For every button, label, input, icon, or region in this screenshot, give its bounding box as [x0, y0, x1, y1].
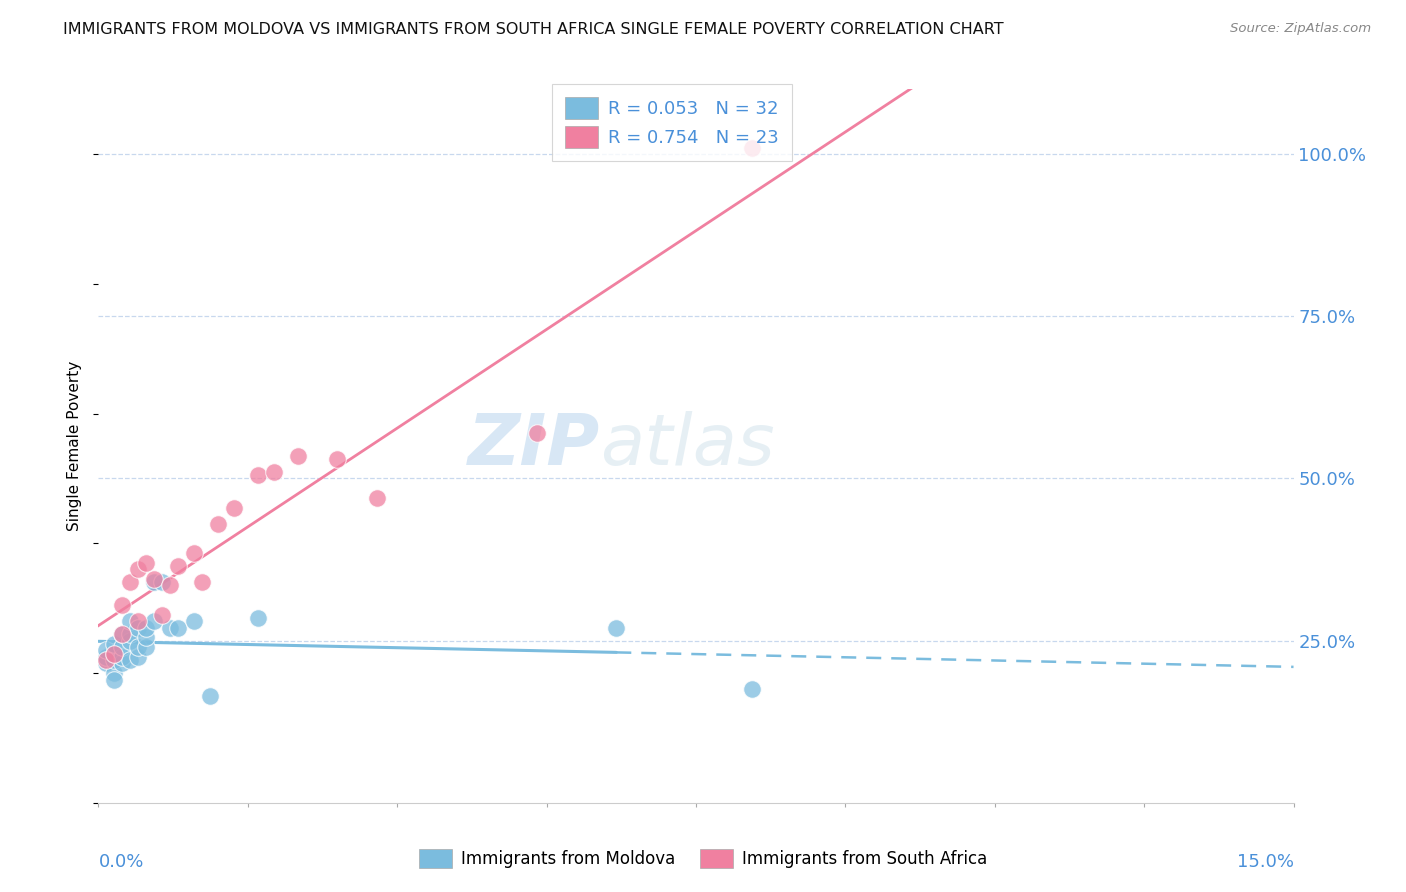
Point — [103, 647, 125, 661]
Point — [366, 491, 388, 505]
Point — [191, 575, 214, 590]
Text: IMMIGRANTS FROM MOLDOVA VS IMMIGRANTS FROM SOUTH AFRICA SINGLE FEMALE POVERTY CO: IMMIGRANTS FROM MOLDOVA VS IMMIGRANTS FR… — [63, 22, 1004, 37]
Point — [111, 657, 134, 671]
Point — [183, 546, 205, 560]
Point — [103, 653, 125, 667]
Point — [741, 682, 763, 697]
Legend: R = 0.053   N = 32, R = 0.754   N = 23: R = 0.053 N = 32, R = 0.754 N = 23 — [553, 84, 792, 161]
Point — [150, 607, 173, 622]
Point — [120, 614, 142, 628]
Point — [167, 559, 190, 574]
Point — [96, 653, 118, 667]
Point — [120, 653, 142, 667]
Point — [167, 621, 190, 635]
Point — [96, 657, 118, 671]
Point — [183, 614, 205, 628]
Point — [287, 449, 309, 463]
Text: Source: ZipAtlas.com: Source: ZipAtlas.com — [1230, 22, 1371, 36]
Point — [127, 562, 149, 576]
Point — [127, 640, 149, 654]
Point — [263, 465, 285, 479]
Point — [741, 140, 763, 154]
Point — [198, 689, 221, 703]
Point — [159, 621, 181, 635]
Text: 0.0%: 0.0% — [98, 853, 143, 871]
Legend: Immigrants from Moldova, Immigrants from South Africa: Immigrants from Moldova, Immigrants from… — [412, 843, 994, 875]
Point — [103, 637, 125, 651]
Point — [526, 425, 548, 440]
Text: 15.0%: 15.0% — [1236, 853, 1294, 871]
Point — [135, 621, 157, 635]
Text: ZIP: ZIP — [468, 411, 600, 481]
Point — [326, 452, 349, 467]
Point — [246, 611, 269, 625]
Point — [96, 643, 118, 657]
Point — [111, 598, 134, 612]
Point — [111, 627, 134, 641]
Point — [127, 649, 149, 664]
Point — [111, 640, 134, 654]
Point — [159, 578, 181, 592]
Point — [120, 627, 142, 641]
Point — [120, 575, 142, 590]
Point — [150, 575, 173, 590]
Point — [143, 572, 166, 586]
Point — [135, 640, 157, 654]
Point — [605, 621, 627, 635]
Y-axis label: Single Female Poverty: Single Female Poverty — [67, 361, 83, 531]
Point — [103, 666, 125, 681]
Point — [143, 614, 166, 628]
Point — [103, 647, 125, 661]
Point — [111, 627, 134, 641]
Point — [96, 649, 118, 664]
Point — [246, 468, 269, 483]
Text: atlas: atlas — [600, 411, 775, 481]
Point — [222, 500, 245, 515]
Point — [207, 516, 229, 531]
Point — [103, 673, 125, 687]
Point — [127, 621, 149, 635]
Point — [135, 556, 157, 570]
Point — [111, 649, 134, 664]
Point — [135, 631, 157, 645]
Point — [143, 575, 166, 590]
Point — [127, 614, 149, 628]
Point — [120, 633, 142, 648]
